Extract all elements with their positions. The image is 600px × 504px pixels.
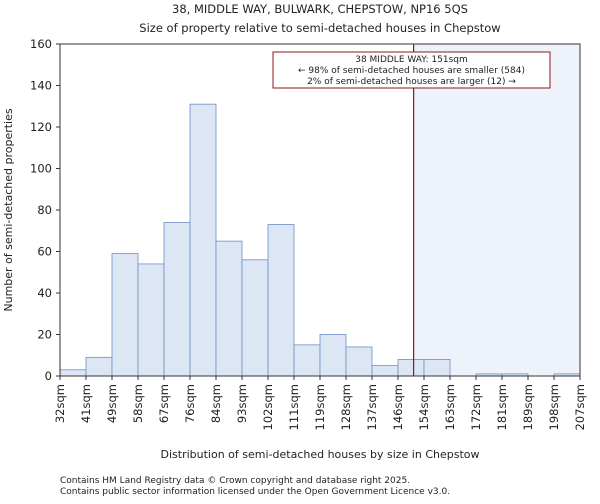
histogram-bar <box>85 356 113 377</box>
histogram-bar <box>293 344 321 377</box>
x-tick-label: 189sqm <box>521 384 535 430</box>
x-tick-label: 32sqm <box>53 384 67 423</box>
histogram-bar <box>319 334 347 377</box>
histogram-bar <box>189 103 217 377</box>
chart-subtitle: Size of property relative to semi-detach… <box>139 21 500 35</box>
y-tick-label: 0 <box>45 369 52 383</box>
x-tick-label: 128sqm <box>339 384 353 430</box>
x-tick-label: 111sqm <box>287 384 301 430</box>
histogram-bar <box>345 346 373 377</box>
x-tick-label: 146sqm <box>391 384 405 430</box>
x-tick-label: 93sqm <box>235 384 249 423</box>
y-tick-label: 40 <box>37 286 52 300</box>
histogram-bar <box>59 369 87 377</box>
x-tick-label: 154sqm <box>417 384 431 430</box>
x-tick-label: 58sqm <box>131 384 145 423</box>
x-axis-label: Distribution of semi-detached houses by … <box>161 448 480 461</box>
y-tick-label: 120 <box>30 120 52 134</box>
histogram-bar <box>215 240 243 377</box>
histogram-bar <box>397 358 425 377</box>
y-tick-label: 100 <box>30 162 52 176</box>
y-tick-label: 80 <box>37 203 52 217</box>
histogram-bar <box>241 259 269 377</box>
y-tick-label: 140 <box>30 79 52 93</box>
annotation-larger: 2% of semi-detached houses are larger (1… <box>307 77 516 87</box>
y-axis-label: Number of semi-detached properties <box>2 108 15 311</box>
y-tick-label: 60 <box>37 245 52 259</box>
x-tick-label: 137sqm <box>365 384 379 430</box>
histogram-bar <box>163 222 191 377</box>
x-tick-label: 163sqm <box>443 384 457 430</box>
footer-line-1: Contains HM Land Registry data © Crown c… <box>60 476 410 486</box>
histogram-bar <box>111 253 139 377</box>
x-tick-label: 102sqm <box>261 384 275 430</box>
histogram-bar <box>371 365 399 377</box>
footer-line-2: Contains public sector information licen… <box>60 487 450 497</box>
plot-area: 0 20 40 60 80 100 120 140 160 32sqm 41sqm 49sqm 58sq… <box>30 37 587 430</box>
histogram-bar <box>267 224 295 377</box>
x-tick-label: 181sqm <box>495 384 509 430</box>
x-tick-label: 76sqm <box>183 384 197 423</box>
x-tick-label: 49sqm <box>105 384 119 423</box>
chart-title: 38, MIDDLE WAY, BULWARK, CHEPSTOW, NP16 … <box>172 2 468 16</box>
y-tick-label: 160 <box>30 37 52 51</box>
histogram-bar <box>137 263 165 377</box>
x-tick-label: 41sqm <box>79 384 93 423</box>
x-tick-label: 172sqm <box>469 384 483 430</box>
x-tick-label: 119sqm <box>313 384 327 430</box>
x-tick-label: 84sqm <box>209 384 223 423</box>
larger-region-highlight <box>413 44 580 376</box>
y-tick-label: 20 <box>37 328 52 342</box>
annotation-smaller: ← 98% of semi-detached houses are smalle… <box>298 66 525 76</box>
histogram-bar <box>423 358 451 377</box>
annotation-title: 38 MIDDLE WAY: 151sqm <box>355 55 468 65</box>
x-tick-label: 198sqm <box>547 384 561 430</box>
x-tick-label: 207sqm <box>573 384 587 430</box>
x-tick-label: 67sqm <box>157 384 171 423</box>
annotation-box <box>272 51 551 89</box>
